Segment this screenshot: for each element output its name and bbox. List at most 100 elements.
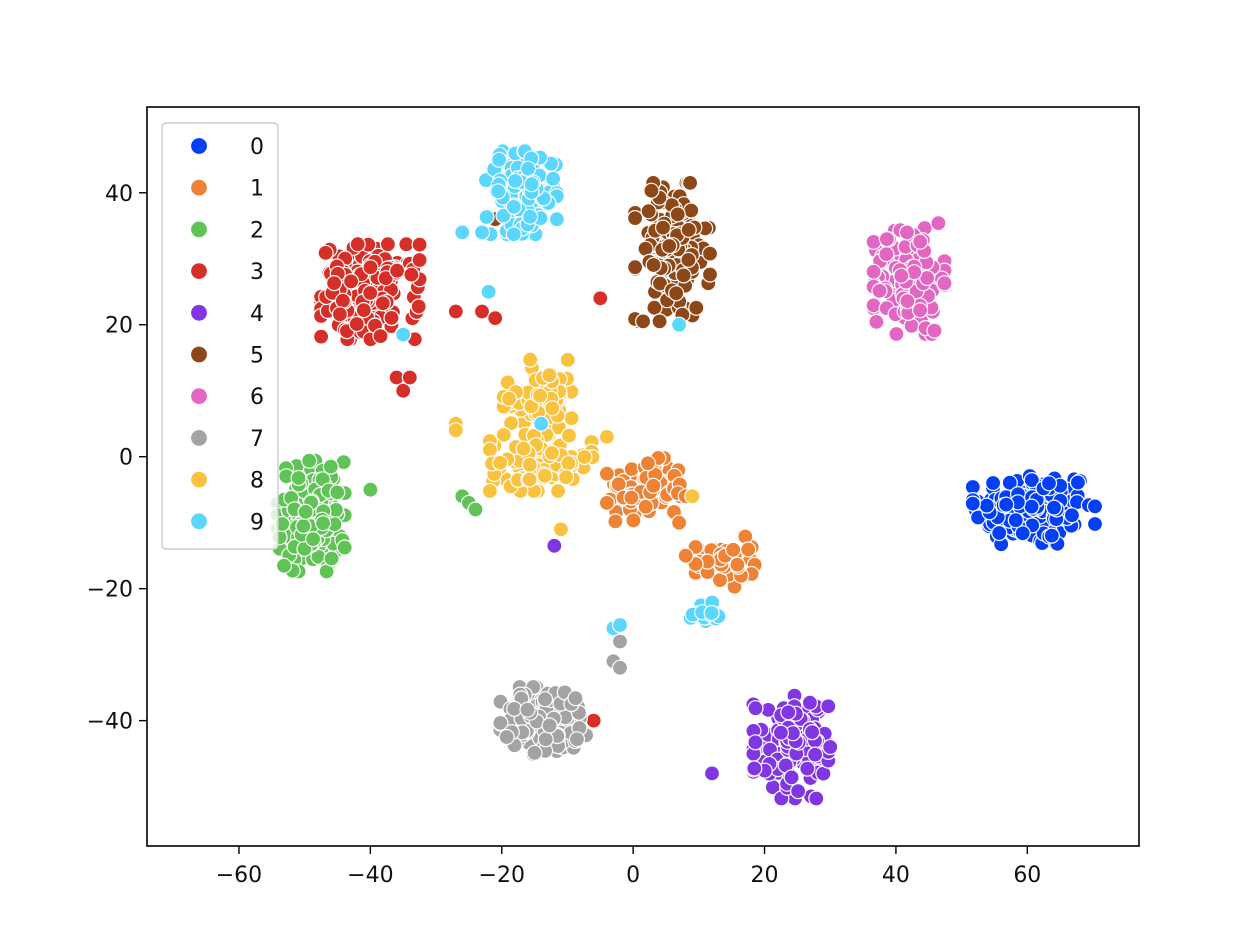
point-class-5 xyxy=(683,202,700,219)
point-class-2 xyxy=(275,557,293,574)
point-class-1 xyxy=(729,556,746,573)
point-class-9 xyxy=(548,211,566,228)
legend-marker-2 xyxy=(189,220,209,239)
point-class-3 xyxy=(403,266,420,283)
point-class-0 xyxy=(984,474,1002,492)
point-class-1 xyxy=(625,512,642,529)
point-class-4 xyxy=(801,694,819,711)
point-class-9 xyxy=(523,176,540,193)
point-class-3 xyxy=(401,369,418,386)
point-class-1 xyxy=(637,498,654,515)
point-class-8 xyxy=(560,455,577,472)
point-class-8 xyxy=(557,469,575,486)
point-class-3 xyxy=(331,306,348,323)
point-class-8 xyxy=(481,482,498,500)
point-class-1 xyxy=(598,494,616,511)
point-class-2 xyxy=(295,517,312,535)
point-class-1 xyxy=(639,455,657,472)
point-class-1 xyxy=(623,489,640,506)
legend-marker-9 xyxy=(189,512,209,531)
point-class-8 xyxy=(552,521,570,538)
point-class-2 xyxy=(467,501,484,518)
x-tick-label: −60 xyxy=(216,863,262,888)
point-class-9 xyxy=(495,207,512,224)
point-class-3 xyxy=(317,244,334,261)
point-class-3 xyxy=(410,298,427,315)
point-class-9 xyxy=(454,224,471,241)
point-class-1 xyxy=(670,514,688,531)
point-class-6 xyxy=(926,322,943,339)
point-class-2 xyxy=(322,458,339,475)
point-class-7 xyxy=(611,659,629,676)
point-class-5 xyxy=(669,206,686,223)
point-class-4 xyxy=(783,769,800,786)
point-class-6 xyxy=(888,325,905,343)
point-class-0 xyxy=(1023,498,1040,515)
point-class-5 xyxy=(654,219,672,236)
series-7 xyxy=(492,633,629,763)
point-class-7 xyxy=(541,717,558,734)
point-class-4 xyxy=(546,537,563,554)
point-class-8 xyxy=(481,441,498,458)
point-class-9 xyxy=(505,226,522,243)
x-tick-label: 40 xyxy=(882,863,910,888)
point-class-2 xyxy=(290,469,307,487)
point-class-3 xyxy=(348,315,365,333)
point-class-2 xyxy=(297,503,314,520)
point-class-3 xyxy=(362,284,379,302)
legend-marker-6 xyxy=(189,387,209,406)
point-class-3 xyxy=(487,310,504,327)
point-class-5 xyxy=(701,266,719,283)
plot-frame xyxy=(146,106,1140,847)
point-class-5 xyxy=(680,221,697,238)
point-class-1 xyxy=(598,465,616,482)
point-class-8 xyxy=(684,488,701,505)
x-tick-label: 60 xyxy=(1013,863,1041,888)
point-class-6 xyxy=(865,297,882,314)
point-class-8 xyxy=(521,456,538,473)
point-class-8 xyxy=(559,351,576,368)
point-class-2 xyxy=(301,452,318,469)
point-class-2 xyxy=(329,484,346,501)
series-6 xyxy=(865,215,953,343)
point-class-3 xyxy=(379,236,396,253)
point-class-6 xyxy=(898,224,916,241)
point-class-1 xyxy=(740,541,757,558)
point-class-0 xyxy=(1023,472,1040,489)
point-class-5 xyxy=(681,174,699,191)
point-class-0 xyxy=(998,496,1015,513)
point-class-3 xyxy=(355,302,372,319)
legend-marker-0 xyxy=(189,136,209,156)
point-class-7 xyxy=(498,728,515,746)
point-class-8 xyxy=(576,448,593,466)
x-tick-label: 0 xyxy=(626,863,640,888)
point-class-6 xyxy=(911,302,929,319)
point-class-3 xyxy=(372,328,389,345)
point-class-2 xyxy=(336,539,353,556)
point-class-5 xyxy=(675,267,692,284)
point-class-4 xyxy=(808,790,825,807)
point-class-8 xyxy=(541,367,558,384)
legend-marker-3 xyxy=(189,262,209,281)
point-class-5 xyxy=(643,182,660,199)
point-class-7 xyxy=(526,744,543,762)
point-class-0 xyxy=(1043,527,1060,544)
legend-label-4: 4 xyxy=(250,302,264,327)
series-5 xyxy=(487,174,905,330)
point-class-8 xyxy=(522,351,539,368)
point-class-0 xyxy=(991,524,1008,542)
point-class-0 xyxy=(1086,498,1104,515)
point-class-1 xyxy=(610,476,627,493)
point-class-9 xyxy=(670,316,688,333)
point-class-4 xyxy=(789,782,807,800)
point-class-2 xyxy=(323,550,340,567)
point-class-8 xyxy=(549,482,567,500)
point-class-6 xyxy=(912,233,929,250)
point-class-5 xyxy=(701,245,719,262)
point-class-9 xyxy=(505,198,523,215)
point-class-0 xyxy=(1086,515,1104,533)
point-class-8 xyxy=(447,422,464,439)
point-class-9 xyxy=(533,415,550,432)
point-class-0 xyxy=(978,497,995,514)
